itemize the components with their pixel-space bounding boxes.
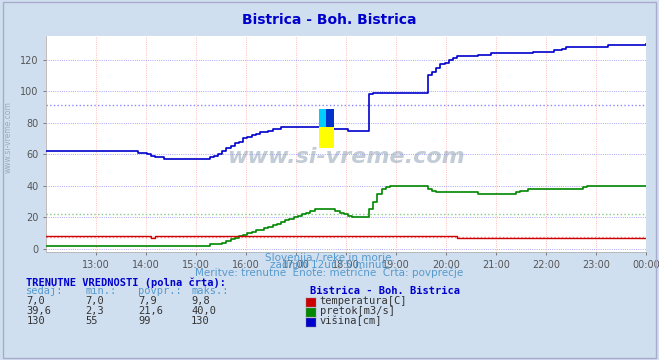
Text: Slovenija / reke in morje.: Slovenija / reke in morje. xyxy=(264,253,395,263)
Text: 7,0: 7,0 xyxy=(26,296,45,306)
Bar xyxy=(319,127,334,148)
Text: 40,0: 40,0 xyxy=(191,306,216,316)
Text: min.:: min.: xyxy=(86,287,117,297)
Text: 21,6: 21,6 xyxy=(138,306,163,316)
Text: www.si-vreme.com: www.si-vreme.com xyxy=(4,101,13,173)
Text: 39,6: 39,6 xyxy=(26,306,51,316)
Text: 130: 130 xyxy=(26,316,45,326)
Text: sedaj:: sedaj: xyxy=(26,287,64,297)
Text: 55: 55 xyxy=(86,316,98,326)
Text: 99: 99 xyxy=(138,316,151,326)
Text: Bistrica - Boh. Bistrica: Bistrica - Boh. Bistrica xyxy=(243,13,416,27)
Text: 7,9: 7,9 xyxy=(138,296,157,306)
Text: zadnjih 12ur / 5 minut.: zadnjih 12ur / 5 minut. xyxy=(270,260,389,270)
Text: 130: 130 xyxy=(191,316,210,326)
Text: višina[cm]: višina[cm] xyxy=(320,316,382,326)
Text: TRENUTNE VREDNOSTI (polna črta):: TRENUTNE VREDNOSTI (polna črta): xyxy=(26,278,226,288)
Text: povpr.:: povpr.: xyxy=(138,287,182,297)
Text: Bistrica - Boh. Bistrica: Bistrica - Boh. Bistrica xyxy=(310,287,460,297)
Text: pretok[m3/s]: pretok[m3/s] xyxy=(320,306,395,316)
Text: 7,0: 7,0 xyxy=(86,296,104,306)
Text: Meritve: trenutne  Enote: metrične  Črta: povprečje: Meritve: trenutne Enote: metrične Črta: … xyxy=(195,266,464,278)
Text: 2,3: 2,3 xyxy=(86,306,104,316)
Bar xyxy=(326,109,334,127)
Text: 9,8: 9,8 xyxy=(191,296,210,306)
Text: temperatura[C]: temperatura[C] xyxy=(320,296,407,306)
Bar xyxy=(319,109,326,127)
Text: maks.:: maks.: xyxy=(191,287,229,297)
Text: www.si-vreme.com: www.si-vreme.com xyxy=(227,147,465,167)
